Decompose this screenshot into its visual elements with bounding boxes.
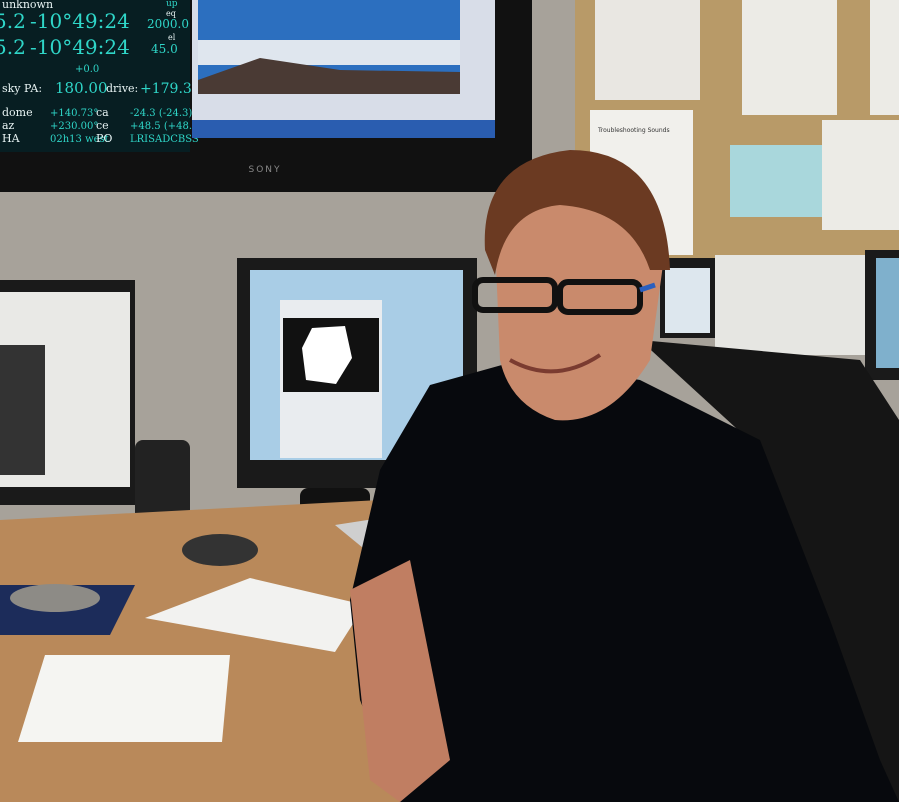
paper — [595, 0, 700, 100]
smile — [509, 353, 602, 374]
tv-text: +48.5 (+48.5) — [130, 121, 202, 132]
tv-text: 02h13 west — [50, 134, 109, 145]
tv-brand: SONY — [248, 165, 281, 175]
tv-text: eq — [166, 9, 176, 18]
tv-text: 5.2 — [0, 35, 26, 59]
clouds — [198, 40, 460, 65]
shirt — [350, 360, 899, 802]
tv-text: ca — [96, 106, 109, 119]
glasses — [472, 277, 558, 313]
glasses — [557, 279, 643, 315]
paper — [18, 655, 230, 742]
monitor-screen — [876, 258, 899, 368]
paper — [730, 145, 825, 217]
notice-title: Troubleshooting Sounds — [597, 127, 670, 134]
tv-text: 180.00 — [55, 79, 108, 97]
arm — [350, 560, 450, 802]
paper — [870, 0, 899, 115]
mouse — [10, 584, 100, 612]
tv-text: sky PA: — [2, 82, 42, 95]
tv-text: HA — [2, 132, 21, 145]
tv-status-panel — [0, 0, 190, 152]
taskbar — [192, 120, 495, 138]
tv-text: drive: — [106, 82, 138, 95]
tv-text: unknown — [2, 0, 53, 11]
monitor-screen — [665, 268, 710, 333]
glasses-arm — [639, 282, 656, 293]
tv-text: +140.73° — [50, 108, 98, 119]
hair — [484, 150, 670, 275]
tv-text: dome — [2, 106, 33, 119]
phone — [182, 534, 258, 566]
tv-text: 45.0 — [151, 42, 178, 56]
tv-text: ce — [96, 119, 109, 132]
paper — [742, 0, 837, 115]
tv-text: 2000.0 — [147, 17, 189, 31]
tv-text: up — [166, 0, 178, 9]
tv-text: LRISADCBSS — [130, 134, 199, 145]
image — [0, 345, 45, 475]
tv-text: az — [2, 119, 15, 132]
paper — [715, 255, 865, 355]
tv-text: PO — [96, 132, 112, 145]
face — [494, 164, 665, 421]
tv-text: +0.0 — [75, 64, 99, 75]
tv-text: -10°49:24 — [30, 9, 130, 33]
tv-text: 5.2 — [0, 9, 26, 33]
tv-text: +230.00° — [50, 121, 98, 132]
tv-text: -24.3 (-24.3) — [130, 108, 192, 119]
tv-text: -10°49:24 — [30, 35, 130, 59]
paper — [822, 120, 899, 230]
paper — [145, 578, 365, 652]
mountain — [198, 58, 460, 94]
tv-text: +179.38 — [140, 81, 201, 97]
tv-text: el — [168, 33, 176, 42]
star — [302, 326, 352, 384]
